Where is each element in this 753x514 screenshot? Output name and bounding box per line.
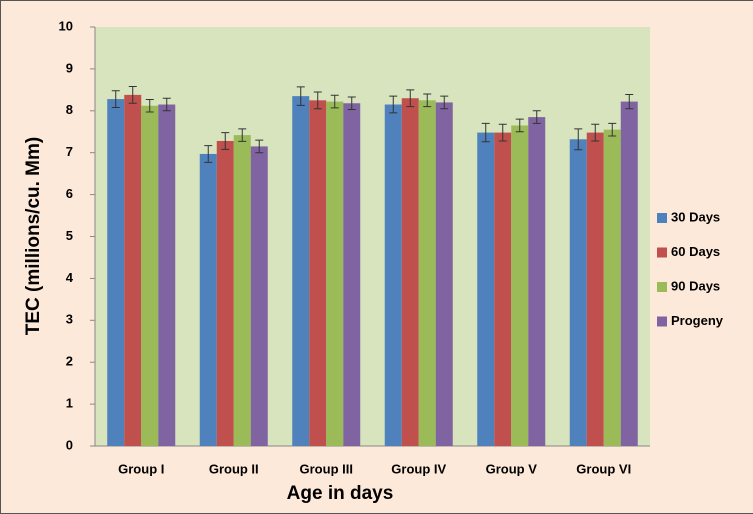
bar — [233, 135, 251, 447]
bar — [435, 102, 453, 447]
error-bar — [296, 86, 305, 106]
legend-label: Progeny — [671, 313, 724, 328]
error-bar — [608, 122, 617, 137]
x-tick-label: Group I — [118, 461, 164, 476]
y-tick-label: 7 — [66, 144, 73, 159]
y-tick-label: 10 — [59, 18, 73, 33]
bar — [528, 117, 546, 447]
error-bar — [145, 98, 154, 113]
bar — [326, 101, 344, 446]
y-tick-label: 8 — [66, 102, 73, 117]
bar — [477, 132, 495, 446]
bar — [199, 153, 217, 446]
y-axis-title: TEC (millions/cu. Mm) — [23, 137, 44, 335]
y-tick-label: 5 — [66, 228, 73, 243]
x-tick-label: Group III — [300, 461, 353, 476]
bar — [511, 125, 529, 446]
error-bar — [532, 110, 541, 124]
bar — [494, 132, 512, 446]
legend-swatch — [657, 213, 667, 223]
error-bar — [515, 118, 524, 133]
bar — [401, 98, 419, 446]
bar — [418, 100, 436, 446]
error-bar — [625, 93, 634, 110]
error-bar — [347, 96, 356, 111]
y-tick-label: 9 — [66, 60, 73, 75]
bar — [620, 101, 638, 446]
error-bar — [330, 94, 339, 109]
bar — [384, 104, 402, 446]
y-tick-label: 6 — [66, 186, 73, 201]
y-tick-label: 2 — [66, 354, 73, 369]
error-bar — [204, 145, 213, 163]
legend-swatch — [657, 316, 667, 327]
x-tick-label: Group IV — [391, 461, 446, 476]
error-bar — [440, 95, 449, 110]
bar — [569, 139, 587, 447]
y-tick-label: 3 — [66, 312, 73, 327]
bar — [292, 96, 310, 446]
error-bar — [221, 132, 230, 150]
legend-swatch — [657, 247, 667, 258]
error-bar — [481, 122, 490, 143]
error-bar — [128, 85, 137, 104]
y-tick-label: 4 — [66, 270, 74, 285]
bar — [141, 105, 159, 446]
bar — [124, 94, 142, 447]
legend-swatch — [657, 282, 667, 292]
error-bar — [313, 91, 322, 110]
error-bar — [406, 89, 415, 108]
x-tick-label: Group VI — [576, 461, 631, 476]
bar — [107, 99, 125, 447]
error-bar — [162, 97, 171, 112]
error-bar — [574, 128, 583, 151]
legend-label: 60 Days — [671, 244, 720, 259]
error-bar — [389, 95, 398, 114]
y-tick-label: 1 — [66, 396, 73, 411]
bar — [250, 146, 268, 447]
error-bar — [238, 128, 247, 142]
bar — [158, 104, 176, 446]
y-tick-label: 0 — [66, 437, 73, 452]
x-tick-label: Group V — [486, 461, 538, 476]
legend-label: 90 Days — [671, 278, 720, 293]
bar — [216, 140, 234, 446]
bar — [343, 103, 361, 447]
error-bar — [591, 123, 600, 142]
legend-label: 30 Days — [671, 209, 720, 224]
plot-area — [95, 27, 650, 446]
x-tick-label: Group II — [209, 461, 259, 476]
bar — [586, 132, 604, 446]
bar — [309, 100, 327, 446]
error-bar — [255, 139, 264, 154]
x-axis-title: Age in days — [287, 483, 394, 504]
bar — [603, 129, 621, 446]
error-bar — [498, 123, 507, 142]
error-bar — [423, 93, 432, 108]
error-bar — [111, 90, 120, 108]
